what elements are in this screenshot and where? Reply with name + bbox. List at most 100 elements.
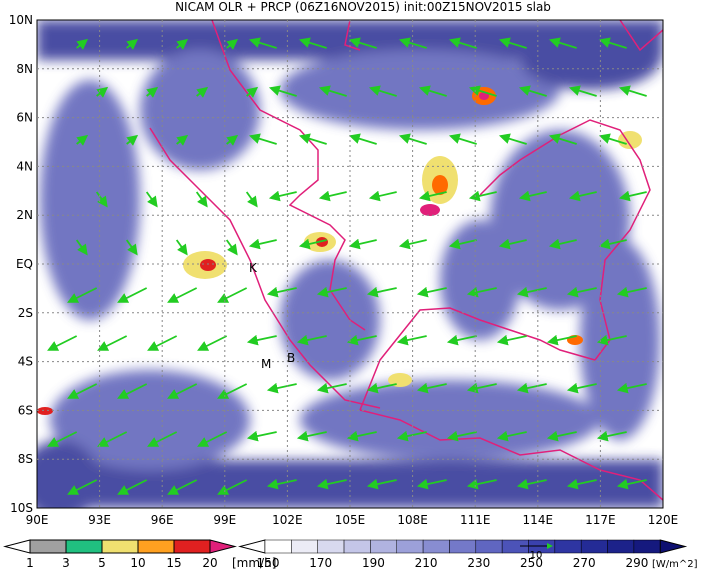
wind-arrow [368, 85, 397, 97]
wind-arrow [498, 133, 527, 145]
wind-arrow [396, 334, 427, 346]
lat-label: 10N [9, 13, 33, 27]
wind-arrow [217, 479, 248, 495]
wind-arrow [568, 190, 597, 202]
lon-label: 108E [397, 513, 428, 527]
wind-arrow [176, 134, 189, 146]
wind-arrow [346, 430, 377, 442]
wind-arrow [117, 383, 148, 399]
colorbar-bin [396, 539, 424, 554]
wind-arrow [616, 286, 647, 298]
wind-arrow [47, 335, 78, 351]
colorbar-label: 230 [467, 556, 490, 570]
lat-label: 8N [16, 62, 33, 76]
wind-arrow [47, 431, 78, 447]
wind-arrow [366, 478, 397, 490]
wind-arrow [196, 86, 209, 98]
wind-arrow [416, 478, 447, 490]
wind-arrow [126, 38, 139, 50]
wind-arrow [268, 190, 297, 202]
wind-arrow [516, 382, 547, 394]
wind-arrow [618, 85, 647, 97]
wind-arrow [548, 37, 577, 49]
colorbar-unit: [mm/h] [232, 556, 276, 570]
precip-cells [37, 87, 642, 415]
wind-arrow [516, 478, 547, 490]
lon-label: 120E [648, 513, 679, 527]
wind-arrow [466, 382, 497, 394]
lat-label: 2N [16, 208, 33, 222]
wind-arrow [146, 86, 159, 98]
wind-arrow [416, 286, 447, 298]
wind-arrow [598, 133, 627, 145]
wind-arrow [316, 382, 347, 394]
lat-label: 2S [18, 306, 33, 320]
lat-label: 4S [18, 355, 33, 369]
wind-arrow [197, 335, 228, 351]
wind-arrow [518, 190, 547, 202]
wind-arrow [167, 479, 198, 495]
wind-arrow [117, 479, 148, 495]
wind-arrow [546, 334, 577, 346]
wind-arrow [616, 478, 647, 490]
wind-arrow [398, 37, 427, 49]
wind-arrow [418, 85, 447, 97]
lat-label: 10S [10, 501, 33, 515]
wind-arrow [618, 190, 647, 202]
wind-arrow [418, 190, 447, 202]
wind-arrow [246, 430, 277, 442]
colorbar-bin [607, 539, 635, 554]
colorbar-bin [65, 539, 103, 554]
wind-arrow [446, 334, 477, 346]
wind-arrow [95, 191, 108, 208]
wind-arrow [246, 86, 259, 98]
colorbar-end [209, 539, 237, 554]
wind-arrow [167, 383, 198, 399]
colorbar-bin [317, 539, 345, 554]
colorbar-label: 5 [98, 556, 106, 570]
wind-arrow [566, 382, 597, 394]
wind-arrow [496, 430, 527, 442]
wind-arrow [568, 85, 597, 97]
wind-arrow [268, 85, 297, 97]
wind-arrow [616, 382, 647, 394]
wind-arrow [176, 38, 189, 50]
wind-arrow [147, 335, 178, 351]
wind-arrow [67, 287, 98, 303]
colorbar-bin [101, 539, 139, 554]
lon-label: 111E [460, 513, 491, 527]
wind-arrow [398, 133, 427, 145]
wind-arrow [598, 37, 627, 49]
wind-arrow [366, 286, 397, 298]
wind-arrow [516, 286, 547, 298]
wind-arrow [596, 430, 627, 442]
wind-arrow [96, 86, 109, 98]
colorbar-end [3, 539, 31, 554]
wind-arrow [226, 38, 239, 50]
lon-label: 114E [523, 513, 554, 527]
wind-arrow [596, 334, 627, 346]
wind-arrow [248, 37, 277, 49]
wind-arrow [296, 334, 327, 346]
wind-arrow [67, 479, 98, 495]
graticule [37, 20, 663, 508]
wind-arrow [217, 287, 248, 303]
colorbar-label: 3 [62, 556, 70, 570]
colorbar-label: 1 [26, 556, 34, 570]
wind-arrow [217, 383, 248, 399]
wind-arrow [468, 190, 497, 202]
lat-label: 6N [16, 111, 33, 125]
wind-arrow [348, 133, 377, 145]
wind-arrow [298, 133, 327, 145]
lon-label: 117E [585, 513, 616, 527]
lon-label: 102E [272, 513, 303, 527]
colorbar-bin [475, 539, 503, 554]
colorbar-unit: [W/m^2] [652, 559, 698, 570]
colorbar-label: 250 [520, 556, 543, 570]
wind-arrow [298, 238, 327, 250]
wind-arrow [366, 382, 397, 394]
colorbar-bin [291, 539, 318, 554]
lon-label: 90E [26, 513, 49, 527]
wind-arrow [348, 238, 377, 250]
